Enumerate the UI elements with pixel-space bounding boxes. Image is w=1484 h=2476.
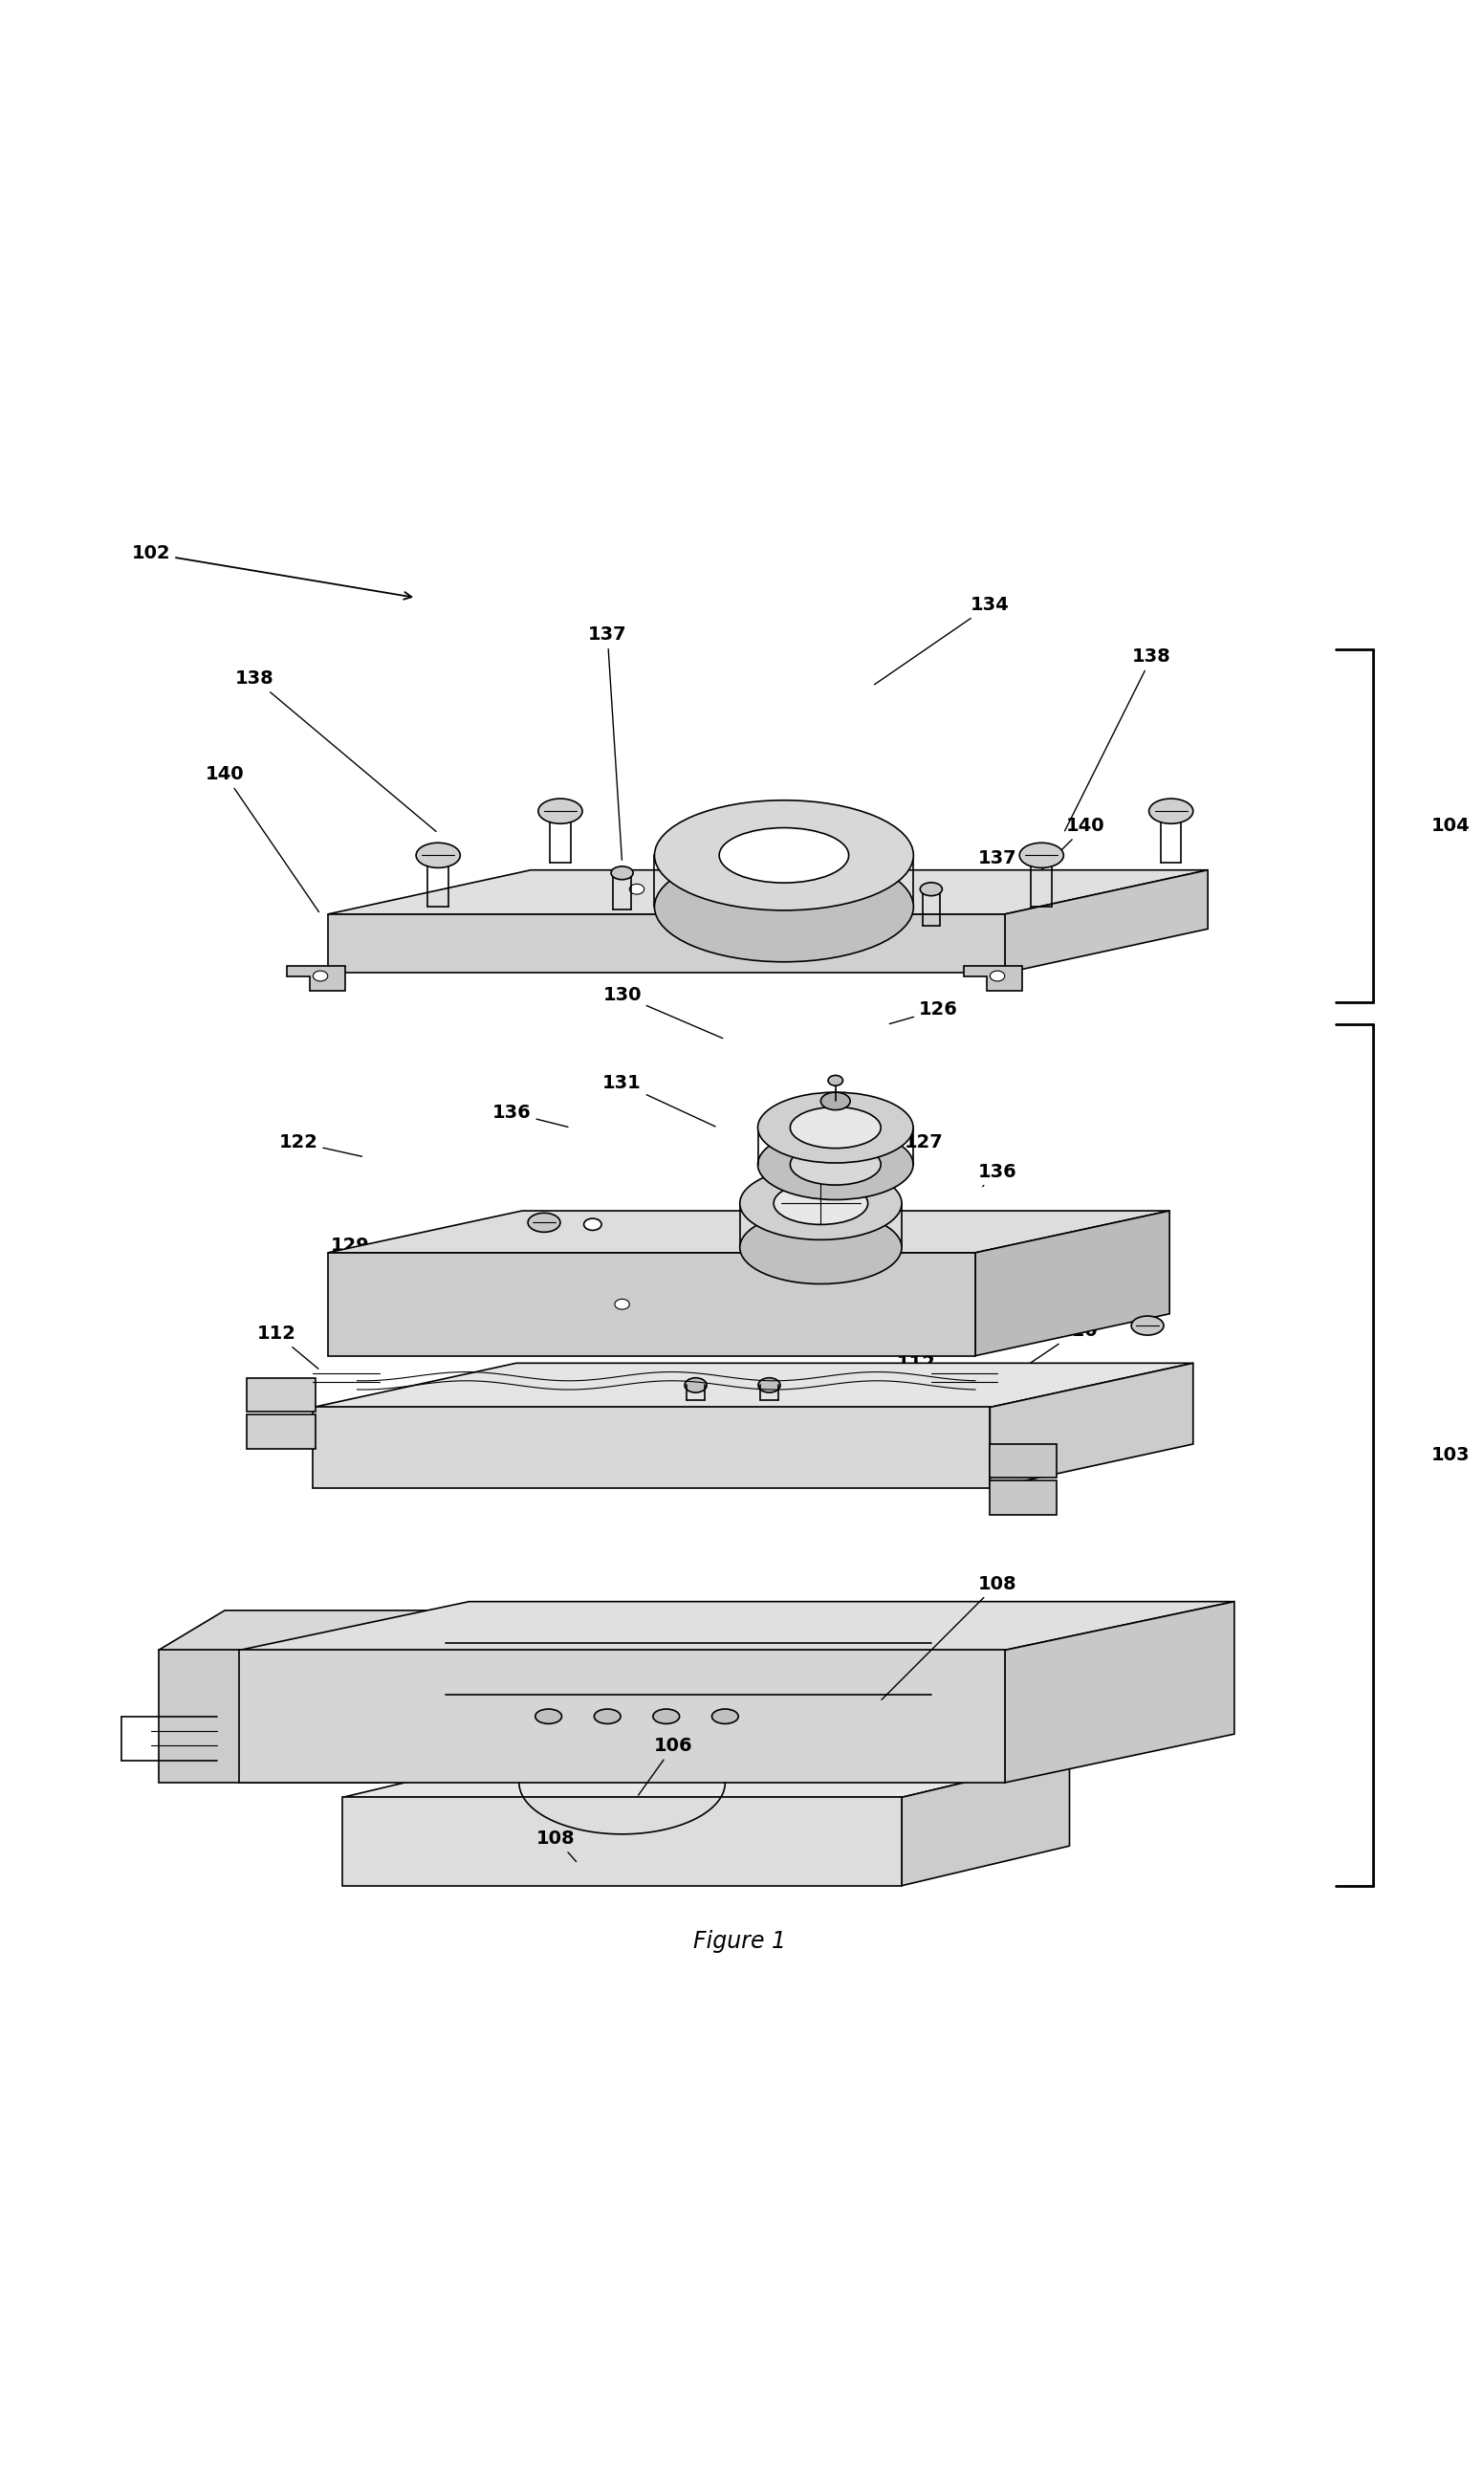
Ellipse shape (758, 1129, 913, 1201)
Text: 134: 134 (874, 597, 1009, 683)
Polygon shape (328, 914, 1005, 973)
Ellipse shape (583, 1218, 601, 1231)
Text: 112: 112 (257, 1325, 319, 1369)
Polygon shape (343, 1798, 902, 1887)
Text: 137: 137 (941, 849, 1017, 891)
Polygon shape (343, 1758, 1070, 1798)
Polygon shape (328, 869, 1208, 914)
Ellipse shape (1149, 800, 1193, 825)
Ellipse shape (828, 1075, 843, 1084)
Polygon shape (159, 1649, 380, 1783)
Text: 103: 103 (1432, 1446, 1471, 1463)
Polygon shape (328, 1211, 1169, 1253)
Text: 112: 112 (896, 1354, 936, 1396)
Polygon shape (990, 1444, 1057, 1478)
Polygon shape (963, 966, 1022, 990)
Ellipse shape (629, 884, 644, 894)
Text: 106: 106 (638, 1736, 693, 1795)
Text: 122: 122 (279, 1134, 362, 1156)
Ellipse shape (611, 867, 634, 879)
Text: 138: 138 (1066, 649, 1171, 832)
Text: 136: 136 (493, 1104, 568, 1127)
Polygon shape (1005, 869, 1208, 973)
Text: 117: 117 (404, 1270, 464, 1288)
Text: 126: 126 (889, 1000, 959, 1025)
Ellipse shape (654, 800, 914, 911)
Ellipse shape (1131, 1317, 1163, 1335)
Polygon shape (313, 1406, 990, 1488)
Polygon shape (1005, 1602, 1235, 1783)
Text: 127: 127 (853, 1134, 944, 1154)
Ellipse shape (539, 800, 582, 825)
Text: 108: 108 (536, 1830, 576, 1862)
Polygon shape (975, 1211, 1169, 1357)
Ellipse shape (536, 1708, 562, 1723)
Text: 136: 136 (978, 1164, 1017, 1186)
Text: 137: 137 (588, 626, 626, 859)
Text: 130: 130 (603, 985, 723, 1037)
Polygon shape (286, 966, 346, 990)
Ellipse shape (1020, 842, 1064, 867)
Polygon shape (990, 1364, 1193, 1488)
Text: 114: 114 (764, 1290, 840, 1310)
Polygon shape (328, 1253, 975, 1357)
Ellipse shape (789, 1107, 881, 1149)
Text: 140: 140 (205, 765, 319, 911)
Ellipse shape (990, 971, 1005, 980)
Text: 140: 140 (999, 817, 1106, 911)
Ellipse shape (773, 1181, 868, 1226)
Ellipse shape (594, 1708, 620, 1723)
Polygon shape (902, 1758, 1070, 1887)
Polygon shape (990, 1481, 1057, 1515)
Ellipse shape (684, 1377, 706, 1392)
Text: 110: 110 (1000, 1322, 1098, 1384)
Ellipse shape (741, 1211, 902, 1285)
Polygon shape (239, 1649, 1005, 1783)
Text: 108: 108 (881, 1575, 1017, 1701)
Ellipse shape (720, 827, 849, 884)
Ellipse shape (653, 1708, 680, 1723)
Polygon shape (239, 1602, 1235, 1649)
Text: 102: 102 (132, 545, 411, 599)
Ellipse shape (741, 1166, 902, 1240)
Ellipse shape (758, 1092, 913, 1164)
Polygon shape (246, 1414, 316, 1448)
Ellipse shape (821, 1092, 850, 1109)
Polygon shape (246, 1377, 316, 1411)
Text: 131: 131 (603, 1075, 715, 1127)
Polygon shape (159, 1609, 445, 1649)
Text: 118: 118 (853, 1260, 892, 1280)
Ellipse shape (313, 971, 328, 980)
Text: 129: 129 (331, 1236, 392, 1265)
Ellipse shape (712, 1708, 739, 1723)
Polygon shape (313, 1364, 1193, 1406)
Ellipse shape (920, 881, 942, 896)
Ellipse shape (416, 842, 460, 867)
Ellipse shape (789, 1144, 881, 1186)
Polygon shape (380, 1609, 445, 1783)
Text: 116: 116 (364, 1290, 435, 1310)
Text: 104: 104 (1432, 817, 1471, 834)
Text: 138: 138 (234, 669, 436, 832)
Ellipse shape (614, 1300, 629, 1310)
Text: Figure 1: Figure 1 (693, 1931, 787, 1954)
Ellipse shape (528, 1213, 561, 1233)
Ellipse shape (654, 852, 914, 961)
Ellipse shape (758, 1377, 781, 1392)
